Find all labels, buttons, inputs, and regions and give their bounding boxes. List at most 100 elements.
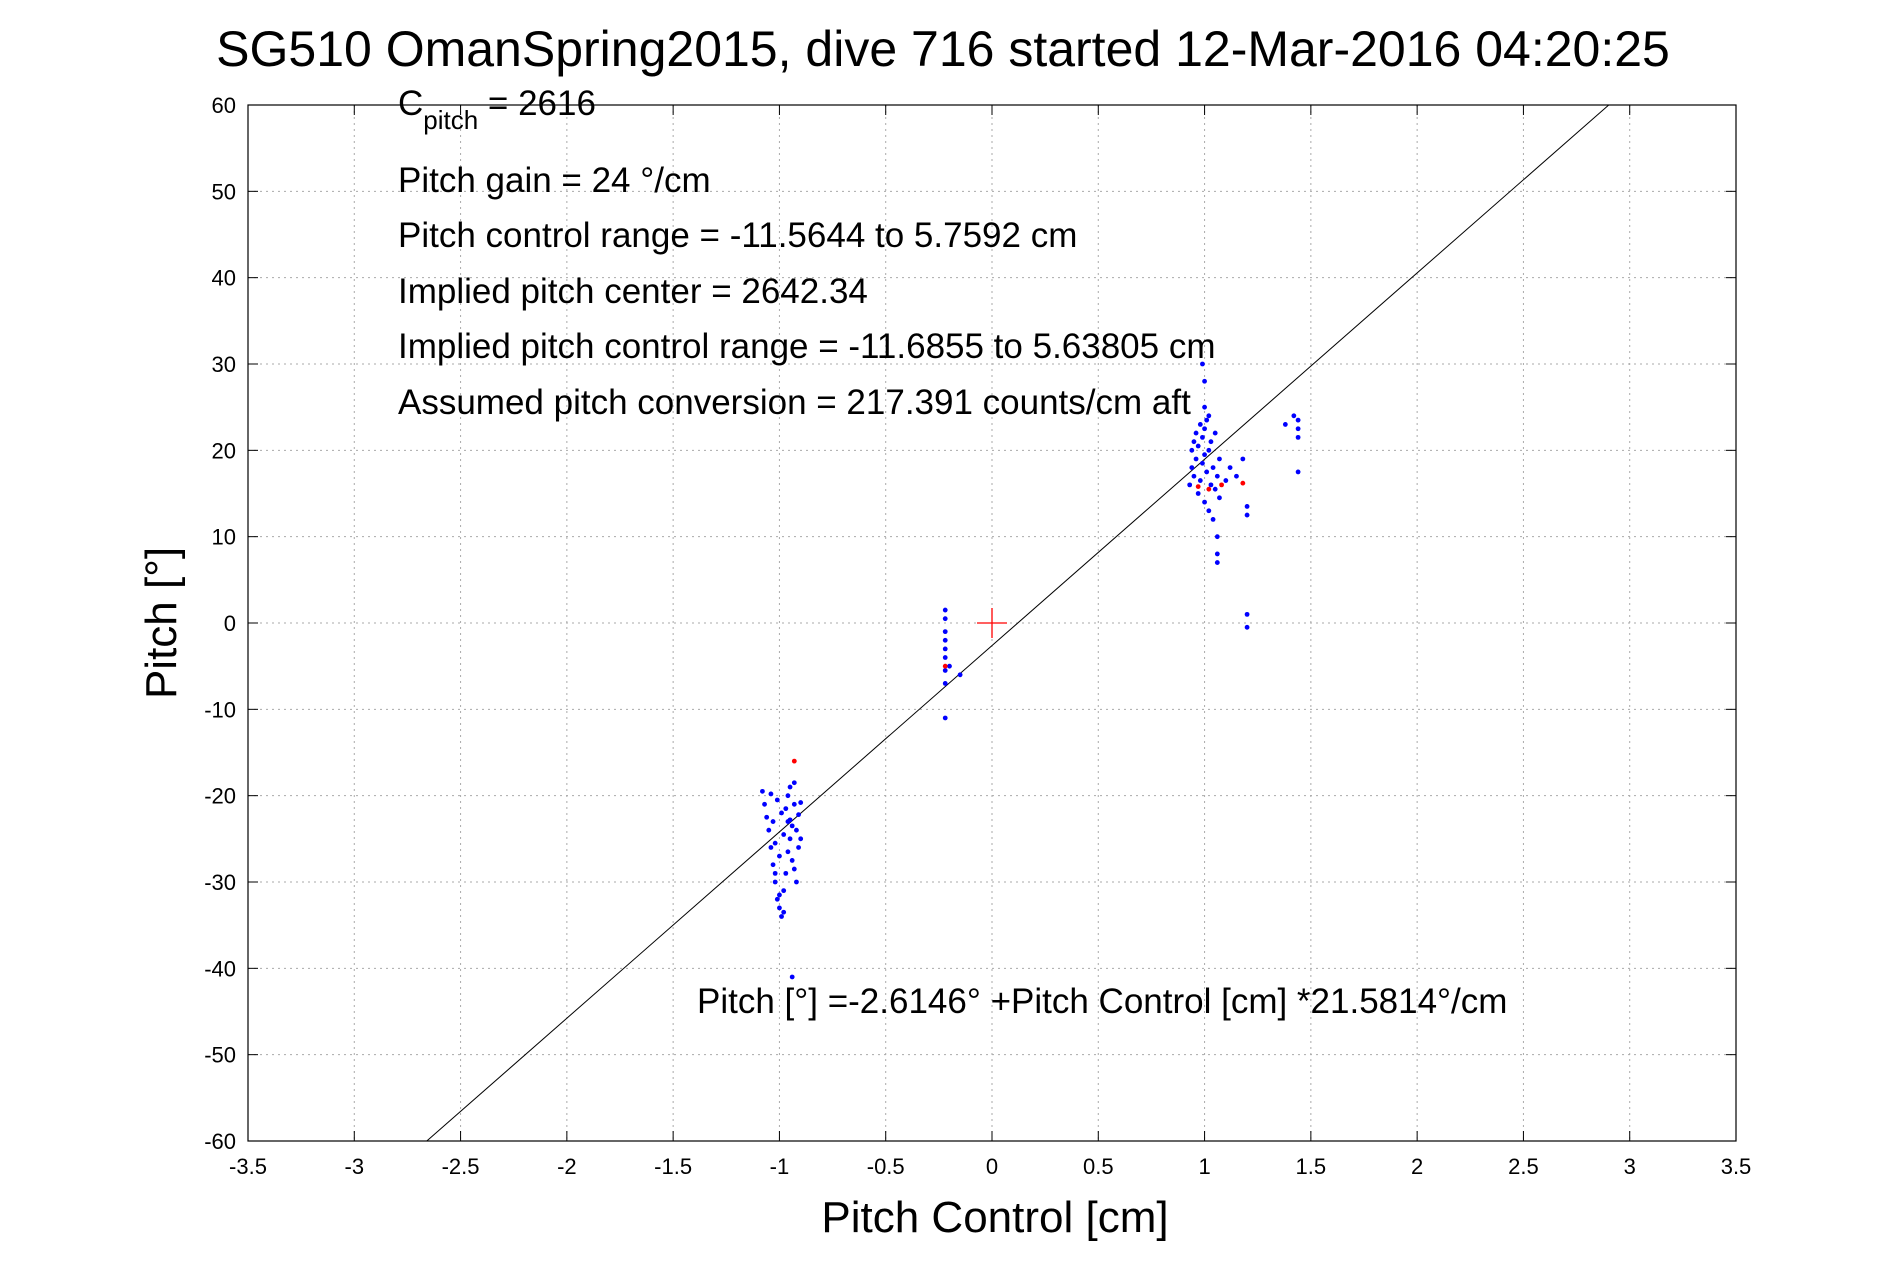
x-tick-label: -1.5 (654, 1154, 692, 1179)
data-point (1202, 426, 1207, 432)
pitch-gain-annotation: Pitch gain = 24 °/cm (398, 161, 711, 200)
data-point (789, 858, 795, 863)
data-point (798, 800, 804, 805)
data-point (783, 870, 789, 876)
data-point (1240, 480, 1246, 486)
data-point (777, 853, 782, 859)
data-point (1295, 434, 1301, 440)
data-point (942, 668, 948, 673)
data-point (942, 681, 948, 686)
data-point (1295, 469, 1301, 475)
data-point (1200, 460, 1205, 466)
annotation-block: Cpitch = 2616 Pitch gain = 24 °/cm Pitch… (398, 84, 1216, 422)
data-point (1191, 473, 1197, 479)
data-point (1244, 512, 1250, 518)
data-point (1240, 456, 1246, 462)
data-point (1202, 452, 1207, 458)
data-point (794, 879, 799, 885)
data-point (1210, 517, 1216, 522)
y-tick-label: 0 (224, 611, 236, 636)
data-point (1195, 484, 1201, 489)
data-point (774, 797, 780, 803)
x-tick-label: 1 (1198, 1154, 1210, 1179)
data-point (789, 823, 795, 829)
x-tick-label: 1.5 (1296, 1154, 1327, 1179)
data-point (1214, 534, 1220, 540)
data-point (1227, 465, 1233, 470)
y-tick-label: -30 (204, 870, 236, 895)
data-point (1212, 430, 1218, 436)
data-point (785, 793, 791, 799)
data-point (1214, 560, 1220, 565)
data-point (1244, 624, 1250, 630)
data-point (942, 607, 948, 613)
data-point (1191, 439, 1197, 445)
data-point (787, 784, 793, 790)
assumed-pitch-conversion-annotation: Assumed pitch conversion = 217.391 count… (398, 383, 1191, 422)
data-point (1234, 473, 1239, 479)
data-point (768, 845, 774, 850)
y-tick-label: 10 (212, 525, 236, 550)
data-point (791, 866, 797, 872)
y-tick-label: 60 (212, 93, 236, 118)
c-pitch-subscript: pitch (423, 105, 478, 135)
data-point (1244, 611, 1250, 617)
data-point (794, 827, 799, 833)
x-tick-label: -2.5 (442, 1154, 480, 1179)
x-tick-label: 0.5 (1083, 1154, 1114, 1179)
data-point (1204, 469, 1210, 475)
fit-line (426, 104, 1610, 1142)
data-point (1206, 447, 1212, 453)
data-point (798, 836, 804, 842)
data-point (942, 646, 948, 652)
x-tick-label: -2 (557, 1154, 577, 1179)
center-marker-layer (977, 608, 1007, 638)
data-point (760, 788, 765, 794)
x-tick-label: -0.5 (867, 1154, 905, 1179)
data-point (785, 849, 791, 855)
data-point (942, 629, 948, 635)
data-point (1189, 465, 1195, 470)
y-axis-ticks: -60 -50 -40 -30 -20 -10 0 10 20 30 40 50 60 (204, 93, 1736, 1154)
data-point (1291, 413, 1297, 419)
data-point (1223, 478, 1229, 483)
x-tick-label: -1 (770, 1154, 790, 1179)
data-point (1193, 456, 1199, 462)
data-point (783, 806, 789, 812)
data-point (772, 840, 778, 846)
y-tick-label: -20 (204, 784, 236, 809)
data-point (1204, 417, 1210, 423)
y-tick-label: -10 (204, 697, 236, 722)
pitch-control-range-annotation: Pitch control range = -11.5644 to 5.7592… (398, 216, 1077, 255)
data-point (796, 845, 801, 850)
data-point (787, 836, 793, 842)
data-point (1208, 482, 1214, 488)
data-point (791, 801, 797, 807)
data-point (772, 879, 778, 885)
implied-pitch-center-annotation: Implied pitch center = 2642.34 (398, 272, 868, 311)
data-point (1214, 473, 1220, 479)
data-point (1200, 361, 1205, 367)
y-tick-label: 50 (212, 179, 236, 204)
c-pitch-symbol: C (398, 84, 423, 123)
data-point (942, 637, 948, 643)
data-point (1217, 495, 1222, 501)
fit-line-layer (426, 104, 1610, 1142)
data-point (1206, 508, 1212, 514)
data-point (768, 791, 774, 797)
data-point (1214, 551, 1220, 557)
data-point (764, 814, 770, 820)
data-point (1200, 434, 1205, 440)
data-point (1187, 482, 1193, 488)
x-tick-label: 3 (1624, 1154, 1636, 1179)
data-point (1202, 404, 1207, 410)
data-point (957, 672, 963, 678)
x-tick-label: 2 (1411, 1154, 1423, 1179)
data-points (760, 361, 1301, 980)
x-axis-label: Pitch Control [cm] (821, 1193, 1168, 1242)
data-point (774, 896, 780, 902)
y-tick-label: 20 (212, 438, 236, 463)
y-tick-label: -60 (204, 1129, 236, 1154)
data-point (1202, 378, 1207, 384)
